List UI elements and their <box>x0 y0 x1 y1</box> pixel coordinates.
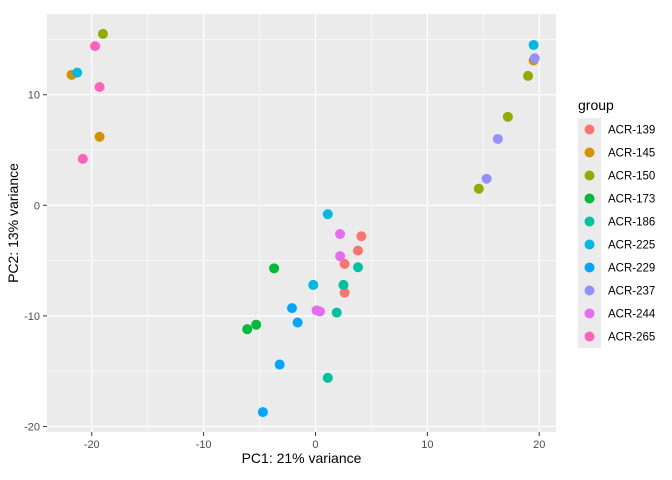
axes: -20 -10 0 10 20 -20 -10 0 10 <box>24 90 545 451</box>
data-point <box>274 359 285 370</box>
legend-key-swatch <box>584 262 595 273</box>
data-point <box>473 183 484 194</box>
data-point <box>352 245 363 256</box>
legend: group ACR-139 ACR-145 ACR-150 ACR-173 ACR-18… <box>578 97 656 348</box>
data-point <box>481 173 492 184</box>
data-point <box>339 258 350 269</box>
y-tick-label: 10 <box>28 90 40 102</box>
legend-key-swatch <box>584 239 595 250</box>
legend-key-swatch <box>584 124 595 135</box>
data-point <box>502 111 513 122</box>
data-point <box>322 372 333 383</box>
data-point <box>77 153 88 164</box>
legend-key-swatch <box>584 285 595 296</box>
legend-label: ACR-145 <box>608 148 655 160</box>
data-point <box>314 306 325 317</box>
data-point <box>251 319 262 330</box>
data-point <box>529 53 540 64</box>
data-point <box>292 317 303 328</box>
legend-key-swatch <box>584 193 595 204</box>
legend-label: ACR-173 <box>608 194 655 206</box>
data-point <box>528 39 539 50</box>
legend-label: ACR-225 <box>608 240 655 252</box>
data-point <box>94 81 105 92</box>
data-point <box>352 262 363 273</box>
legend-label: ACR-139 <box>608 125 655 137</box>
data-point <box>356 231 367 242</box>
legend-label: ACR-244 <box>608 309 656 321</box>
legend-key-swatch <box>584 147 595 158</box>
data-point <box>269 263 280 274</box>
plot-panel <box>47 14 556 432</box>
legend-key-swatch <box>584 308 595 319</box>
data-point <box>94 131 105 142</box>
data-point <box>90 41 101 52</box>
data-point <box>72 67 83 78</box>
data-point <box>97 28 108 39</box>
legend-key-swatch <box>584 331 595 342</box>
y-tick-label: -20 <box>24 421 40 433</box>
x-tick-label: 20 <box>533 439 545 451</box>
legend-label: ACR-237 <box>608 286 655 298</box>
panel-background <box>47 14 556 432</box>
legend-key-swatch <box>584 216 595 227</box>
y-tick-label: -10 <box>24 311 40 323</box>
x-tick-label: -10 <box>196 439 212 451</box>
grid-lines <box>47 14 556 432</box>
data-point <box>308 279 319 290</box>
legend-label: ACR-265 <box>608 332 655 344</box>
x-axis-title: PC1: 21% variance <box>242 450 362 466</box>
data-point <box>335 251 346 262</box>
data-point <box>257 407 268 418</box>
data-point <box>523 70 534 81</box>
x-tick-label: -20 <box>84 439 100 451</box>
data-point <box>492 133 503 144</box>
data-point <box>338 279 349 290</box>
y-tick-label: 0 <box>34 200 40 212</box>
data-points <box>66 28 540 418</box>
legend-title: group <box>578 97 614 113</box>
data-point <box>286 303 297 314</box>
data-point <box>322 209 333 220</box>
legend-key-swatch <box>584 170 595 181</box>
data-point <box>335 229 346 240</box>
data-point <box>331 307 342 318</box>
y-axis-title: PC2: 13% variance <box>5 163 21 283</box>
data-point <box>339 287 350 298</box>
x-tick-label: 0 <box>312 439 318 451</box>
legend-label: ACR-150 <box>608 171 655 183</box>
legend-label: ACR-229 <box>608 263 655 275</box>
data-point <box>242 324 253 335</box>
legend-label: ACR-186 <box>608 217 655 229</box>
x-tick-label: 10 <box>421 439 433 451</box>
